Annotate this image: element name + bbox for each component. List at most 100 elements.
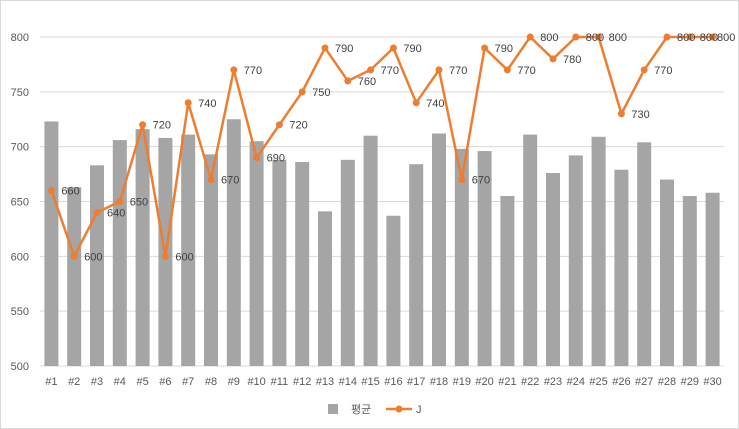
- legend: 평균 J: [328, 403, 422, 416]
- line-point-8: [207, 176, 215, 184]
- y-tick-label-800: 800: [11, 32, 29, 44]
- data-label-8: 670: [221, 175, 239, 187]
- line-point-13: [321, 44, 329, 52]
- line-point-6: [161, 252, 169, 260]
- y-tick-label-700: 700: [11, 142, 29, 154]
- line-point-14: [344, 77, 352, 85]
- x-tick-label-29: #29: [681, 376, 699, 388]
- bar-9: [226, 119, 241, 366]
- data-label-14: 760: [358, 76, 376, 88]
- x-tick-label-17: #17: [407, 376, 425, 388]
- line-point-1: [47, 187, 55, 195]
- data-label-29: 800: [700, 32, 718, 44]
- line-point-26: [617, 110, 625, 118]
- bar-1: [44, 121, 59, 367]
- data-label-25: 800: [609, 32, 627, 44]
- x-tick-label-20: #20: [475, 376, 493, 388]
- x-tick-label-8: #8: [205, 376, 217, 388]
- data-label-16: 790: [403, 43, 421, 55]
- x-tick-label-4: #4: [114, 376, 126, 388]
- line-point-29: [686, 33, 694, 41]
- data-label-22: 800: [540, 32, 558, 44]
- x-tick-label-26: #26: [612, 376, 630, 388]
- bar-11: [272, 159, 287, 366]
- line-point-4: [116, 198, 124, 205]
- line-point-17: [412, 99, 420, 107]
- y-tick-label-600: 600: [11, 251, 29, 263]
- line-point-28: [663, 33, 671, 41]
- bar-30: [705, 192, 720, 366]
- bar-series: [44, 119, 720, 367]
- line-point-10: [253, 154, 261, 162]
- bar-16: [386, 215, 401, 366]
- bar-4: [112, 140, 127, 366]
- line-point-11: [275, 121, 283, 129]
- legend-item-line: J: [386, 404, 422, 416]
- x-tick-label-2: #2: [68, 376, 80, 388]
- data-label-19: 670: [472, 175, 490, 187]
- x-tick-label-12: #12: [293, 376, 311, 388]
- line-point-19: [458, 176, 466, 184]
- bar-24: [568, 155, 583, 366]
- x-tick-label-25: #25: [589, 376, 607, 388]
- data-label-23: 780: [563, 54, 581, 66]
- line-markers: [47, 33, 717, 260]
- legend-line-marker: [395, 405, 403, 413]
- line-point-22: [526, 33, 534, 41]
- data-label-3: 640: [107, 207, 125, 219]
- x-tick-label-21: #21: [498, 376, 516, 388]
- data-label-11: 720: [289, 120, 307, 132]
- data-label-6: 600: [175, 251, 193, 263]
- data-label-18: 770: [449, 65, 467, 77]
- x-tick-label-11: #11: [271, 376, 289, 388]
- bar-18: [432, 133, 446, 366]
- line-point-7: [184, 99, 192, 107]
- legend-bar-swatch: [328, 404, 338, 414]
- x-tick-label-24: #24: [567, 376, 585, 388]
- line-point-15: [367, 66, 375, 74]
- legend-bar-label: 평균: [351, 403, 371, 416]
- data-label-30: 800: [717, 32, 735, 44]
- line-point-23: [549, 55, 557, 63]
- data-label-5: 720: [153, 120, 171, 132]
- data-label-2: 600: [84, 251, 102, 263]
- x-tick-label-19: #19: [453, 376, 471, 388]
- y-tick-label-550: 550: [11, 306, 29, 318]
- x-tick-label-15: #15: [361, 376, 379, 388]
- bar-8: [204, 154, 218, 366]
- data-label-27: 770: [654, 65, 672, 77]
- x-tick-label-30: #30: [703, 376, 721, 388]
- bar-17: [409, 164, 424, 366]
- y-tick-label-650: 650: [11, 197, 29, 209]
- line-point-3: [93, 208, 101, 216]
- data-label-4: 650: [130, 197, 148, 209]
- line-point-25: [595, 33, 603, 41]
- y-tick-label-750: 750: [11, 87, 29, 99]
- x-tick-label-3: #3: [91, 376, 103, 388]
- data-label-26: 730: [631, 109, 649, 121]
- line-point-16: [389, 44, 397, 52]
- x-tick-label-22: #22: [521, 376, 539, 388]
- bar-2: [67, 187, 82, 366]
- x-tick-label-13: #13: [316, 376, 334, 388]
- x-tick-label-1: #1: [45, 376, 57, 388]
- bar-15: [363, 135, 378, 366]
- data-label-15: 770: [381, 65, 399, 77]
- bar-22: [523, 134, 538, 366]
- bar-14: [340, 159, 355, 366]
- bar-19: [454, 148, 469, 366]
- y-axis: 500 550 600 650 700 750 800: [11, 32, 29, 373]
- line-point-18: [435, 66, 443, 74]
- line-series: [50, 35, 713, 258]
- line-path: [50, 35, 713, 258]
- bar-25: [591, 136, 606, 366]
- bar-5: [135, 129, 150, 366]
- x-tick-label-18: #18: [430, 376, 448, 388]
- x-tick-label-5: #5: [136, 376, 148, 388]
- line-point-5: [139, 121, 147, 129]
- legend-line-label: J: [416, 404, 422, 416]
- x-tick-label-27: #27: [635, 376, 653, 388]
- data-label-1: 660: [61, 186, 79, 198]
